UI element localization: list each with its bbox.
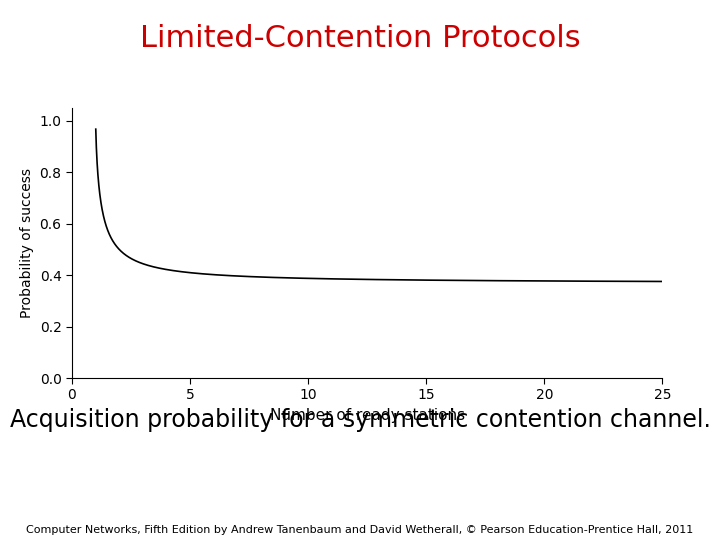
Y-axis label: Probability of success: Probability of success xyxy=(20,168,34,318)
Text: Limited-Contention Protocols: Limited-Contention Protocols xyxy=(140,24,580,53)
X-axis label: Number of ready stations: Number of ready stations xyxy=(269,408,465,423)
Text: Acquisition probability for a symmetric contention channel.: Acquisition probability for a symmetric … xyxy=(9,408,711,431)
Text: Computer Networks, Fifth Edition by Andrew Tanenbaum and David Wetherall, © Pear: Computer Networks, Fifth Edition by Andr… xyxy=(27,524,693,535)
